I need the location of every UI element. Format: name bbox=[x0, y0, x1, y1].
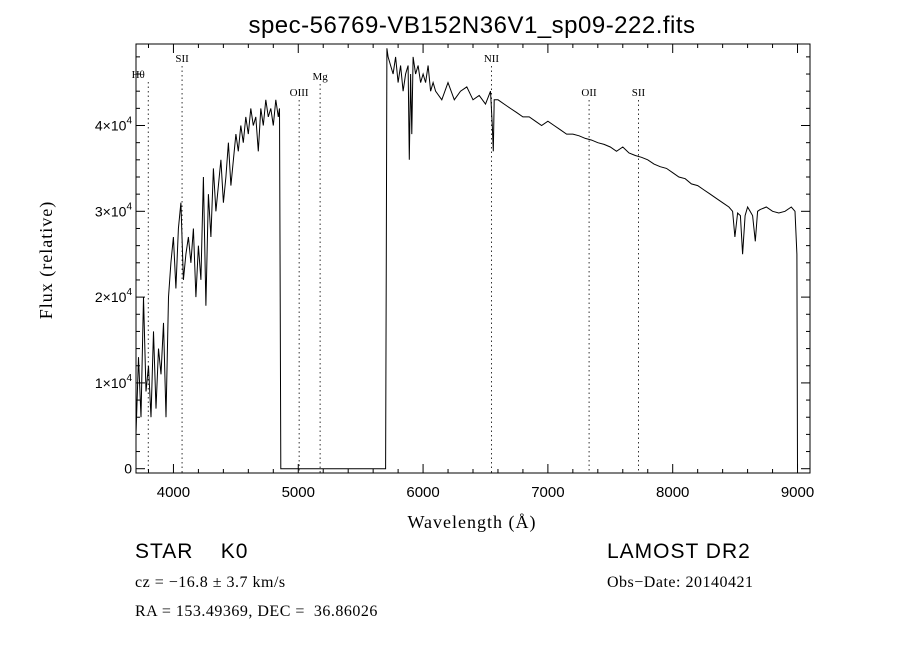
spectral-line-label: Mg bbox=[312, 71, 328, 83]
x-axis-label: Wavelength (Å) bbox=[407, 512, 536, 533]
coordinates-text: RA = 153.49369, DEC = 36.86026 bbox=[135, 603, 378, 620]
x-tick-label: 4000 bbox=[157, 484, 190, 501]
x-tick-label: 5000 bbox=[282, 484, 315, 501]
spectral-line-label: OII bbox=[581, 87, 597, 99]
y-tick-label: 1×104 bbox=[95, 373, 133, 391]
y-tick-label: 0 bbox=[124, 461, 132, 477]
spectral-line-label: SII bbox=[175, 53, 189, 65]
y-axis-label: Flux (relative) bbox=[36, 201, 57, 319]
spectral-line-label: SII bbox=[632, 87, 646, 99]
chart-title: spec-56769-VB152N36V1_sp09-222.fits bbox=[248, 12, 695, 39]
x-axis: 4000 5000 6000 7000 8000 9000 bbox=[147, 44, 814, 501]
obs-date-text: Obs−Date: 20140421 bbox=[607, 574, 754, 591]
x-tick-label: 9000 bbox=[781, 484, 814, 501]
x-tick-label: 7000 bbox=[531, 484, 564, 501]
x-tick-label: 8000 bbox=[656, 484, 689, 501]
y-tick-label: 2×104 bbox=[95, 287, 133, 305]
spectrum-line bbox=[135, 48, 798, 470]
y-axis: 0 1×104 2×104 3×104 4×104 bbox=[95, 56, 810, 477]
spectral-line-label: OIII bbox=[290, 87, 309, 99]
y-tick-label: 3×104 bbox=[95, 201, 133, 219]
object-type: STAR K0 bbox=[135, 540, 249, 563]
redshift-text: cz = −16.8 ± 3.7 km/s bbox=[135, 574, 286, 591]
x-tick-label: 6000 bbox=[406, 484, 439, 501]
spectral-line-label: Hθ bbox=[132, 69, 145, 81]
survey-name: LAMOST DR2 bbox=[607, 540, 751, 563]
y-tick-label: 4×104 bbox=[95, 116, 133, 134]
spectral-line-label: NII bbox=[484, 53, 500, 65]
plot-frame bbox=[135, 43, 811, 474]
